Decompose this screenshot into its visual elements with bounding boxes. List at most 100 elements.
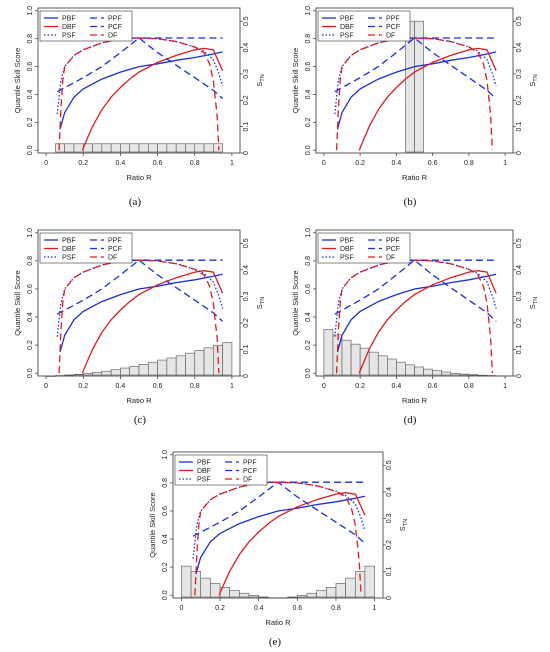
y2-axis-label-sub: TN: [533, 297, 539, 304]
legend-label-ppf: PPF: [386, 16, 400, 23]
y2-tick-label: 0.2: [516, 318, 523, 328]
histogram-bar: [364, 565, 375, 598]
histogram-bar: [166, 357, 177, 376]
series-line-pcf: [192, 481, 366, 544]
histogram-bar: [110, 369, 121, 376]
legend-label-dbf: DBF: [340, 246, 354, 253]
panel-c: 0 0.2 0.4 0.6 0.8 1 0.0 0.2 0.4 0.6 0.8 1.0 0 0.1 0.2 0…: [13, 228, 266, 426]
y2-tick-label: 0.2: [243, 95, 250, 105]
plot-frame: [315, 229, 514, 377]
series-line-dbf: [358, 47, 497, 151]
y2-axis-label-sub: TN: [260, 297, 266, 304]
y-tick-label: 0.0: [305, 368, 312, 378]
y2-tick-label: 0: [516, 151, 523, 155]
legend-label-pcf: PCF: [108, 246, 122, 253]
legend-label-pbf: PBF: [340, 16, 354, 23]
y-axis-label: Quantile Skill Score: [13, 270, 22, 335]
y2-axis-label-sub: TN: [260, 74, 266, 81]
y2-tick-label: 0.1: [386, 566, 393, 576]
y2-axis-label: STN: [255, 74, 266, 86]
histogram-bar: [92, 143, 103, 153]
y-tick-label: 0.8: [305, 256, 312, 266]
y2-axis-label-main: S: [398, 526, 407, 531]
y2-tick-label: 0.4: [243, 265, 250, 275]
panel-caption: (a): [129, 196, 142, 208]
histogram-bar: [323, 329, 334, 376]
legend-label-pbf: PBF: [62, 16, 76, 23]
y-tick-label: 0.2: [305, 340, 312, 350]
y2-axis-label-main: S: [528, 304, 537, 309]
x-tick-label: 0: [44, 383, 48, 390]
y-tick-label: 1.0: [305, 6, 312, 16]
y-tick-label: 0.4: [305, 312, 312, 322]
histogram-bar: [55, 143, 65, 153]
series-line-df: [194, 481, 362, 596]
x-tick-label: 0.6: [153, 383, 163, 390]
y-tick-label: 1.0: [162, 450, 169, 460]
histogram-bar: [120, 367, 131, 376]
y2-axis-label: STN: [398, 519, 409, 531]
y-tick-label: 0.6: [162, 506, 169, 516]
series-line-dbf: [358, 270, 497, 374]
y-tick-label: 0.4: [27, 312, 34, 322]
histogram-bar: [166, 143, 177, 153]
y-tick-label: 0.4: [27, 89, 34, 99]
x-tick-label: 1: [503, 160, 507, 167]
x-tick-label: 1: [230, 160, 234, 167]
legend-label-df: DF: [386, 255, 395, 262]
legend-label-df: DF: [108, 255, 117, 262]
y2-tick-label: 0.5: [516, 16, 523, 26]
x-tick-label: 0.2: [355, 160, 365, 167]
y-tick-label: 0.4: [162, 534, 169, 544]
y2-axis-label-main: S: [255, 82, 264, 87]
y2-tick-label: 0.4: [516, 43, 523, 53]
histogram-bar: [147, 361, 158, 376]
x-tick-label: 0.6: [428, 160, 438, 167]
series-line-df: [335, 37, 494, 151]
series-line-pbf: [336, 273, 497, 353]
legend-label-pbf: PBF: [197, 460, 211, 467]
histogram-bar: [194, 350, 205, 376]
series-line-pbf: [59, 51, 223, 130]
y2-tick-label: 0.3: [243, 69, 250, 79]
y2-axis-label: STN: [255, 297, 266, 309]
y-tick-label: 1.0: [305, 228, 312, 238]
y-tick-label: 0.6: [27, 62, 34, 72]
y2-tick-label: 0.3: [516, 69, 523, 79]
legend-label-pbf: PBF: [62, 238, 76, 245]
legend-label-psf: PSF: [340, 255, 354, 262]
histogram-bar: [101, 370, 112, 376]
x-tick-label: 0.6: [153, 160, 163, 167]
legend-label-dbf: DBF: [62, 24, 76, 31]
panel-caption: (e): [269, 636, 282, 648]
y2-tick-label: 0.2: [386, 540, 393, 550]
x-tick-label: 0.8: [464, 383, 474, 390]
y2-tick-label: 0.2: [516, 95, 523, 105]
legend-label-pbf: PBF: [340, 238, 354, 245]
histogram-bar: [175, 355, 186, 376]
series-line-pcf: [56, 259, 224, 322]
histogram-bar: [129, 143, 140, 153]
y-axis-label: Quantile Skill Score: [148, 492, 157, 557]
histogram-bar: [82, 373, 93, 376]
x-axis-label: Ratio R: [126, 396, 152, 405]
histogram-bar: [287, 596, 298, 598]
y2-tick-label: 0.2: [243, 318, 250, 328]
histogram-bar: [268, 597, 279, 599]
histogram-bar: [64, 374, 75, 376]
series-line-dbf: [81, 47, 224, 151]
histogram-bar: [157, 359, 168, 376]
histogram-bar: [341, 339, 352, 376]
legend-label-psf: PSF: [62, 255, 76, 262]
histogram-bar: [73, 374, 84, 376]
plot-frame: [315, 7, 514, 154]
histogram-bar: [73, 143, 84, 153]
x-tick-label: 0: [179, 605, 183, 612]
x-tick-label: 1: [373, 605, 377, 612]
series-line-pcf: [334, 37, 497, 100]
x-axis-label: Ratio R: [402, 396, 428, 405]
y2-tick-label: 0.5: [243, 238, 250, 248]
histogram-bar: [138, 143, 149, 153]
panel-b: 0 0.2 0.4 0.6 0.8 1 0.0 0.2 0.4 0.6 0.8 1.0 0 0.1 0.2 0…: [291, 6, 539, 208]
